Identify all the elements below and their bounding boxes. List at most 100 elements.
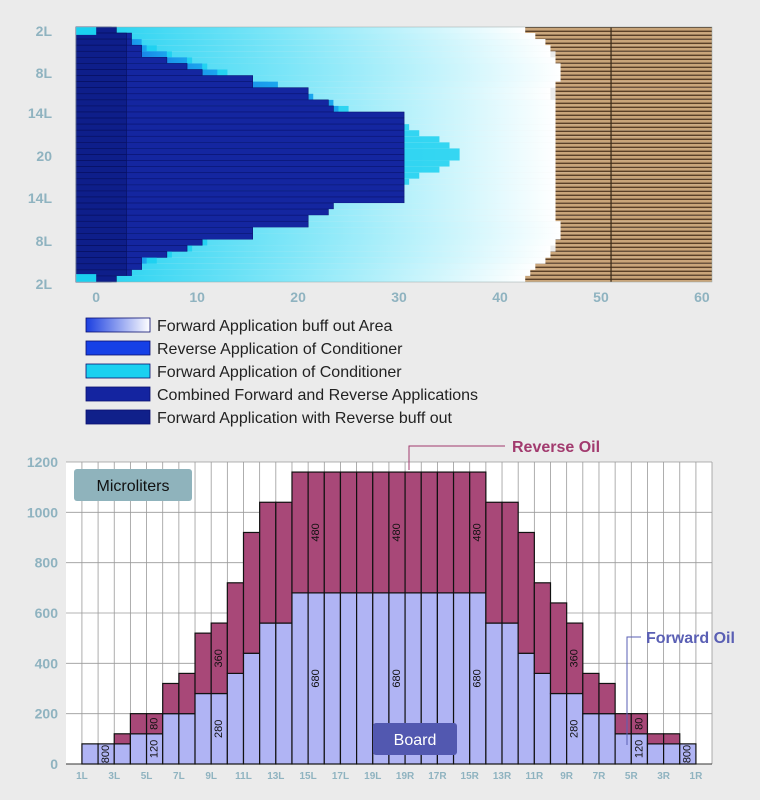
reverse-oil-bar [339, 471, 358, 594]
forward-oil-bar [646, 743, 665, 765]
buff-out-area-bar [76, 245, 551, 252]
x-tick-label: 17R [428, 771, 447, 782]
legend-label: Combined Forward and Reverse Application… [157, 387, 478, 404]
buff-out-area-bar [76, 275, 526, 282]
forward-oil-leader [626, 636, 641, 745]
reverse-oil-bar [614, 713, 632, 735]
buff-out-area-bar [76, 233, 561, 240]
forward-oil-bar [113, 743, 131, 765]
x-tick-label: 19L [364, 771, 381, 782]
board-edge-bar [545, 257, 712, 264]
reverse-oil-bar [129, 713, 148, 735]
forward-oil-bar [356, 592, 374, 765]
y-tick-label: 14L [28, 105, 53, 121]
reverse-oil-bar [194, 632, 212, 695]
reverse-oil-bar [259, 501, 277, 624]
data-label: 280 [213, 720, 225, 738]
data-label: 680 [472, 669, 484, 687]
data-label: 360 [213, 649, 225, 667]
forward-oil-bar [178, 713, 196, 765]
x-tick-label: 7L [173, 771, 185, 782]
reverse-oil-bar [646, 733, 665, 745]
plot-frame [75, 26, 713, 283]
x-tick-label: 20 [290, 289, 306, 305]
y-tick-label: 600 [35, 605, 59, 621]
board-edge-bar [555, 93, 712, 100]
buff-out-area-bar [76, 27, 526, 34]
buff-out-area-bar [76, 221, 561, 228]
reverse-oil-bar [162, 682, 180, 715]
legend-label: Forward Application of Conditioner [157, 364, 402, 381]
reverse-oil-leader [408, 445, 505, 470]
buff-out-area-bar [76, 33, 536, 40]
buff-out-area-bar [76, 63, 561, 70]
reverse-oil-bar [517, 531, 535, 654]
reverse-oil-callout: Reverse Oil [512, 439, 600, 456]
board-edge-bar [555, 172, 712, 179]
x-tick-label: 1L [76, 771, 88, 782]
y-tick-label: 400 [35, 655, 59, 671]
badge-label: Board [394, 732, 437, 749]
board-edge-bar [555, 124, 712, 131]
board-edge-bar [555, 215, 712, 222]
forward-oil-bar [291, 592, 309, 765]
reverse-oil-bar [291, 471, 309, 594]
reverse-oil-bar [630, 713, 649, 735]
forward-oil-bar [81, 743, 99, 765]
reverse-oil-bar [663, 733, 681, 745]
board-edge-bar [555, 57, 712, 64]
reverse-oil-bar [436, 471, 455, 594]
reverse-oil-bar [485, 501, 503, 624]
y-tick-label: 1000 [27, 504, 58, 520]
buff-out-area-bar [76, 257, 546, 264]
buff-out-area-bar [76, 227, 561, 234]
y-tick-label: 200 [35, 706, 59, 722]
board-edge-bar [525, 275, 712, 282]
buff-out-area-bar [76, 81, 556, 88]
board-edge-bar [530, 269, 712, 276]
data-label: 800 [100, 745, 112, 763]
reverse-oil-bar [566, 622, 584, 695]
x-tick-label: 1R [690, 771, 704, 782]
forward-oil-bar [242, 652, 261, 765]
board-edge-bar [555, 184, 712, 191]
badge-background [373, 723, 457, 755]
forward-oil-bar [129, 733, 148, 765]
reverse-oil-bar [226, 582, 245, 674]
x-tick-label: 7R [593, 771, 607, 782]
forward-oil-bar [162, 713, 180, 765]
forward-oil-bar [339, 592, 358, 765]
x-tick-label: 13L [267, 771, 284, 782]
y-tick-label: 14L [28, 190, 53, 206]
reverse-oil-bar [533, 582, 552, 674]
board-edge-bar [525, 27, 712, 34]
data-label: 480 [391, 523, 403, 541]
board-edge-bar [535, 33, 712, 40]
x-tick-label: 5L [141, 771, 153, 782]
data-label: 120 [633, 740, 645, 758]
legend-swatch [85, 340, 151, 356]
data-label: 80 [149, 718, 161, 730]
buff-out-area-bar [76, 45, 551, 52]
forward-oil-bar [323, 592, 342, 765]
end-cap-top [76, 27, 97, 35]
reverse-oil-bar [356, 471, 374, 594]
data-label: 120 [149, 740, 161, 758]
reverse-oil-bar [501, 501, 519, 624]
board-edge-bar [560, 69, 712, 76]
board-edge-bar [555, 166, 712, 173]
board-edge-bar [555, 160, 712, 167]
y-tick-label: 1200 [27, 454, 58, 470]
forward-oil-bar [517, 652, 535, 765]
board-edge-bar [560, 227, 712, 234]
forward-oil-bar [582, 713, 600, 765]
x-tick-label: 11L [235, 771, 252, 782]
reverse-oil-bar [323, 471, 342, 594]
end-cap-bottom [76, 274, 97, 282]
board-edge-bar [555, 87, 712, 94]
buff-out-area-bar [76, 87, 551, 94]
buff-out-area-bar [76, 215, 556, 222]
board-edge-bar [555, 136, 712, 143]
board-edge-bar [555, 190, 712, 197]
